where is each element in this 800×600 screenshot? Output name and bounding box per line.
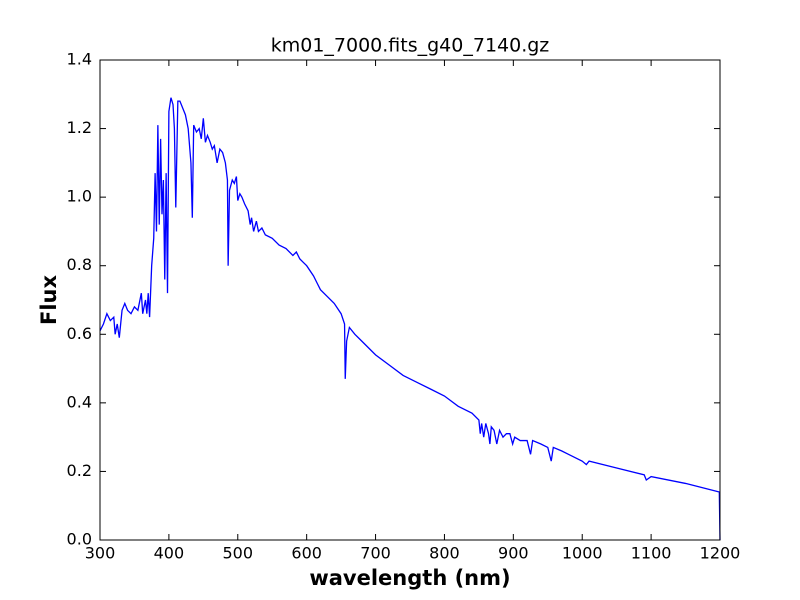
x-tick-label: 300 — [85, 544, 116, 563]
x-tick-label: 500 — [223, 544, 254, 563]
x-tick-label: 1000 — [562, 544, 603, 563]
x-axis-label: wavelength (nm) — [309, 566, 510, 590]
y-axis-label: Flux — [37, 275, 61, 325]
plot-frame — [99, 59, 721, 541]
y-tick-label: 0.4 — [67, 392, 92, 411]
x-tick-label: 1200 — [700, 544, 741, 563]
y-tick-label: 0.6 — [67, 324, 92, 343]
y-tick-label: 0.2 — [67, 461, 92, 480]
x-tick-label: 1100 — [631, 544, 672, 563]
y-tick-label: 0.8 — [67, 255, 92, 274]
x-tick-label: 700 — [360, 544, 391, 563]
y-tick-label: 0.0 — [67, 530, 92, 549]
x-tick-label: 900 — [498, 544, 529, 563]
y-tick-label: 1.4 — [67, 50, 92, 69]
x-tick-label: 800 — [429, 544, 460, 563]
x-tick-label: 600 — [291, 544, 322, 563]
spectrum-line — [99, 97, 721, 541]
y-tick-label: 1.2 — [67, 118, 92, 137]
y-tick-label: 1.0 — [67, 187, 92, 206]
x-tick-label: 400 — [154, 544, 185, 563]
chart-title: km01_7000.fits_g40_7140.gz — [271, 35, 550, 57]
